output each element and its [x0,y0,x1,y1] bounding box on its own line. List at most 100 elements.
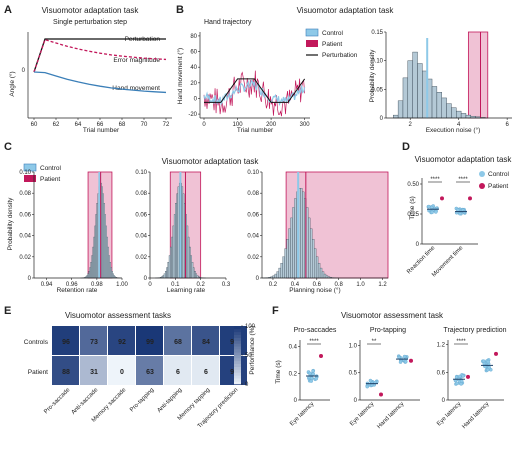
panel-e-colorbar-segment [234,369,241,373]
panel-c-xlabel-2: Learning rate [167,287,206,294]
panel-c-learning-bar [167,262,170,279]
panel-c-planning-ytick-label: 0.10 [247,170,259,176]
panel-c-retention-ytick-label: 0.08 [19,191,31,197]
panel-c-retention-ytick-label: 0.10 [19,170,31,176]
panel-c-planning-bar [274,273,277,279]
panel-f-protapping-control-dot [402,354,407,359]
panel-e-colorbar-label: 50 [245,353,252,359]
panel-c-learning-ytick-label: 0.06 [135,212,147,218]
panel-c-planning-bar [308,217,311,279]
panel-c-retention-bar [113,275,115,279]
legend-patient-swatch [306,40,318,47]
panel-b-left-ytick-label: 0 [194,96,198,102]
panel-e-cell [192,356,219,385]
panel-d-ytick-label: 0 [416,242,420,248]
panel-c-retention-bar [101,186,103,279]
panel-f-protapping-ytick-label: 1.0 [349,343,358,349]
panel-f-protapping-ytick-label: 0.5 [349,371,358,377]
panel-b-right-bar [436,91,442,119]
panel-e-colorbar-segment [234,366,241,370]
panel-e-colorbar-segment [234,328,241,333]
panel-c-planning-xtick-label: 0.2 [269,282,278,288]
panel-b-right-bar [412,51,418,119]
panel-e-cell [136,326,163,355]
panel-f-trajectory-patient-dot [466,374,470,379]
panel-c-learning-bar [168,255,171,279]
panel-b-right-patient-ci [467,31,489,119]
panel-f-trajectory-control-dot [459,379,464,383]
panel-e-colorbar-segment [234,337,241,341]
panel-b-legend: Control Patient Perturbation [305,28,358,59]
panel-c-retention-bar [90,262,92,279]
panel-c-retention-bar [93,236,95,279]
panel-c-planning-bar [317,263,321,279]
panel-e-column-label: Pro-saccade [43,387,72,416]
panel-f-trajectory-control-dot [455,381,459,386]
panel-b-left-ytick-label: 40 [190,65,197,71]
panel-b-right-xtick-label: 6 [505,122,509,128]
panel-b-left-xtick-label: 100 [233,122,244,128]
panel-c-planning-xtick-label: 0.8 [335,282,344,288]
panel-c-planning-bar [325,275,329,279]
panel-b-left-ytick-label: 80 [190,34,197,40]
panel-e-row-label: Patient [28,369,48,376]
panel-c-learning-ytick-label: 0 [144,276,148,282]
panel-f-protapping-patient-dot [379,392,383,397]
panel-a-subtitle: Single perturbation step [53,19,127,26]
panel-c-planning-xtick-label: 1.0 [356,282,365,288]
panel-c-planning-bar [272,275,275,279]
panel-c-learning-bar [172,225,175,279]
panel-b-left-line-control [203,79,306,107]
panel-a-xtick-label: 62 [53,122,60,128]
panel-b-right-bar [465,114,472,119]
legend-control-text: Control [322,30,344,37]
panel-c-planning-bar [286,239,289,279]
panel-b-right-xlabel: Execution noise (°) [426,126,481,134]
panel-b-right-bar [417,63,423,119]
panel-c-retention-bar [86,275,88,279]
panel-c-learning-bar [166,267,168,279]
panel-e-cell-value: 6 [176,369,180,376]
panel-f-trajectory-control-dot [461,374,465,378]
panel-e-cell-value: 63 [146,369,154,376]
panel-c-planning-bar [282,256,285,279]
panel-c-retention-bar [94,225,96,279]
panel-b-right-bar [402,77,409,119]
panel-c-planning-ytick-label: 0.08 [247,191,259,197]
panel-e-label: E [4,305,11,317]
panel-c-planning-bar [323,273,327,279]
panel-c-learning-bar [163,273,166,279]
panel-c-learning-ytick-label: 0.04 [135,234,147,240]
panel-e-colorbar-segment [234,357,241,362]
legend-d-control-text: Control [488,171,510,178]
panel-c-planning-ytick-label: 0.02 [247,255,259,261]
panel-e-cell [164,356,191,385]
panel-e-cell [108,356,135,385]
panel-d-label: D [402,141,410,153]
panel-b-right-bar [456,110,462,119]
panel-a-xtick-label: 60 [31,122,38,128]
panel-e-cell [220,356,247,385]
panel-f-trajectory-ytick-label: 1.2 [437,343,446,349]
panel-a-xtick-label: 64 [75,122,82,128]
panel-c-learning-xtick-label: 0.1 [171,282,180,288]
panel-b-right-bar [460,113,467,119]
panel-c-retention-bar [110,267,112,279]
panel-d-title: Visuomotor adaptation task [415,155,513,164]
panel-b-right-ytick-label: 0.15 [371,30,383,36]
panel-b-right-bar [397,100,404,119]
panel-c-learning-bar [177,186,180,279]
panel-c-xlabel-1: Retention rate [57,287,98,294]
panel-c-retention-bar [106,236,108,279]
panel-e-cell [108,326,135,355]
panel-a-ytick-label: 0 [22,68,26,74]
panel-f-trajectory-sig-label: **** [456,339,466,345]
panel-d-ytick-label: 0.50 [407,182,419,188]
panel-c-learning-bar [171,236,173,279]
panel-b-right-bar [407,60,413,119]
panel-c-retention-xtick-label: 1.00 [116,282,128,288]
panel-c-learning-bar [196,275,199,279]
panel-b-left-ytick-label: 20 [190,81,197,87]
panel-c-retention-bar [107,246,109,279]
panel-b-right-bar [451,107,457,119]
